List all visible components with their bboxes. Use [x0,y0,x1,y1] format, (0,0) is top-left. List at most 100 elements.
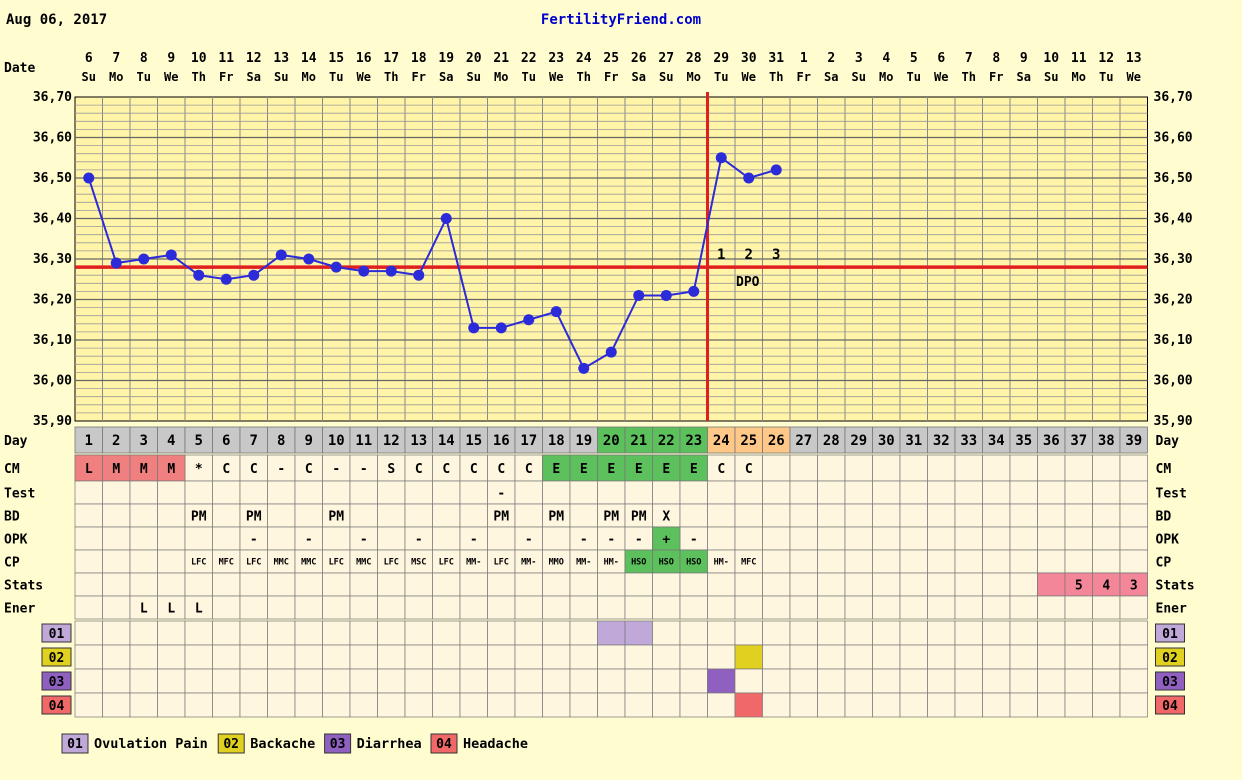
y-tick-label-right: 36,40 [1154,212,1193,227]
symptom-cell [294,620,323,646]
symptom-cell [707,644,736,670]
chart-date: Aug 06, 2017 [6,12,107,28]
symptom-cell [927,644,956,670]
symptom-cell [927,692,956,718]
date-label: 29 [713,51,729,66]
temperature-point [385,265,397,277]
symptom-cell [349,644,378,670]
bd-cell [707,503,736,528]
symptom-cell [157,668,186,694]
cm-cell [789,454,818,482]
cm-value: - [360,462,368,477]
cp-cell [789,549,818,574]
ener-cell [487,595,516,620]
opk-cell [1092,526,1121,551]
cm-value: C [222,462,230,477]
ener-value: L [195,602,203,617]
symptom-cell [1092,620,1121,646]
cp-cell [1064,549,1093,574]
test-cell [432,480,461,505]
bd-value: PM [631,510,647,525]
cp-value: MSC [411,558,426,568]
opk-cell [322,526,351,551]
cp-value: MMC [301,558,316,568]
test-cell [212,480,241,505]
opk-value: - [635,533,643,548]
cycle-day-cell [184,426,213,454]
symptom-cell [624,644,653,670]
symptom-cell [1092,668,1121,694]
symptom-cell [1119,620,1148,646]
cycle-day-label: 18 [548,433,565,449]
symptom-cell [129,668,158,694]
bd-cell [1009,503,1038,528]
symptom-cell [294,644,323,670]
weekday-label: We [742,70,756,84]
cycle-day-label: 22 [658,433,675,449]
opk-cell [267,526,296,551]
symptom-cell [542,620,571,646]
bd-value: PM [191,510,207,525]
date-label: 11 [218,51,234,66]
cycle-day-cell [267,426,296,454]
cycle-day-cell [652,426,681,454]
temperature-point [440,213,452,224]
cycle-day-label: 36 [1043,433,1060,449]
y-tick-label-left: 36,10 [33,333,72,348]
bd-cell [1092,503,1121,528]
y-tick-label-left: 35,90 [33,414,72,429]
cycle-day-label: 28 [823,433,840,449]
symptom-cell [817,620,846,646]
cp-value: LFC [191,558,206,568]
cm-cell-highlight [129,454,158,482]
date-label: 27 [658,51,674,66]
weekday-label: Mo [1072,70,1086,84]
symptom-code-badge-right [1155,695,1185,715]
opk-value: - [580,533,588,548]
date-label: 12 [1098,51,1114,66]
date-label: 19 [438,51,454,66]
symptom-cell [899,668,928,694]
cp-value: LFC [329,558,344,568]
symptom-cell [487,620,516,646]
test-cell [762,480,791,505]
opk-cell [184,526,213,551]
symptom-cell [1092,692,1121,718]
stats-cell [157,572,186,597]
symptom-cell [239,644,268,670]
symptom-cell [817,644,846,670]
opk-row-label-right: OPK [1156,533,1180,548]
weekday-label: Fr [797,70,811,84]
weekday-label: Fr [219,70,233,84]
date-label: 17 [383,51,399,66]
symptom-code-badge-left [41,623,72,643]
symptom-cell [377,644,406,670]
cm-value: C [250,462,258,477]
symptom-cell [789,620,818,646]
symptom-cell [844,692,873,718]
ener-cell [679,595,708,620]
ener-cell [542,595,571,620]
date-label: 6 [937,51,945,66]
symptom-cell [102,668,131,694]
symptom-cell [239,620,268,646]
ener-cell [762,595,791,620]
stats-cell [212,572,241,597]
ener-cell [459,595,488,620]
test-cell [184,480,213,505]
y-tick-label-left: 36,30 [33,252,72,267]
stats-cell [349,572,378,597]
cycle-day-label: 14 [438,433,455,449]
stats-value: 4 [1102,579,1110,594]
opk-cell [212,526,241,551]
stats-cell [1009,572,1038,597]
symptom-cell [404,668,433,694]
symptom-cell [982,668,1011,694]
symptom-cell [597,692,626,718]
cm-value: C [415,462,423,477]
opk-cell [102,526,131,551]
cm-value: C [497,462,505,477]
bd-cell [954,503,983,528]
symptom-cell [349,620,378,646]
symptom-cell [1037,620,1066,646]
